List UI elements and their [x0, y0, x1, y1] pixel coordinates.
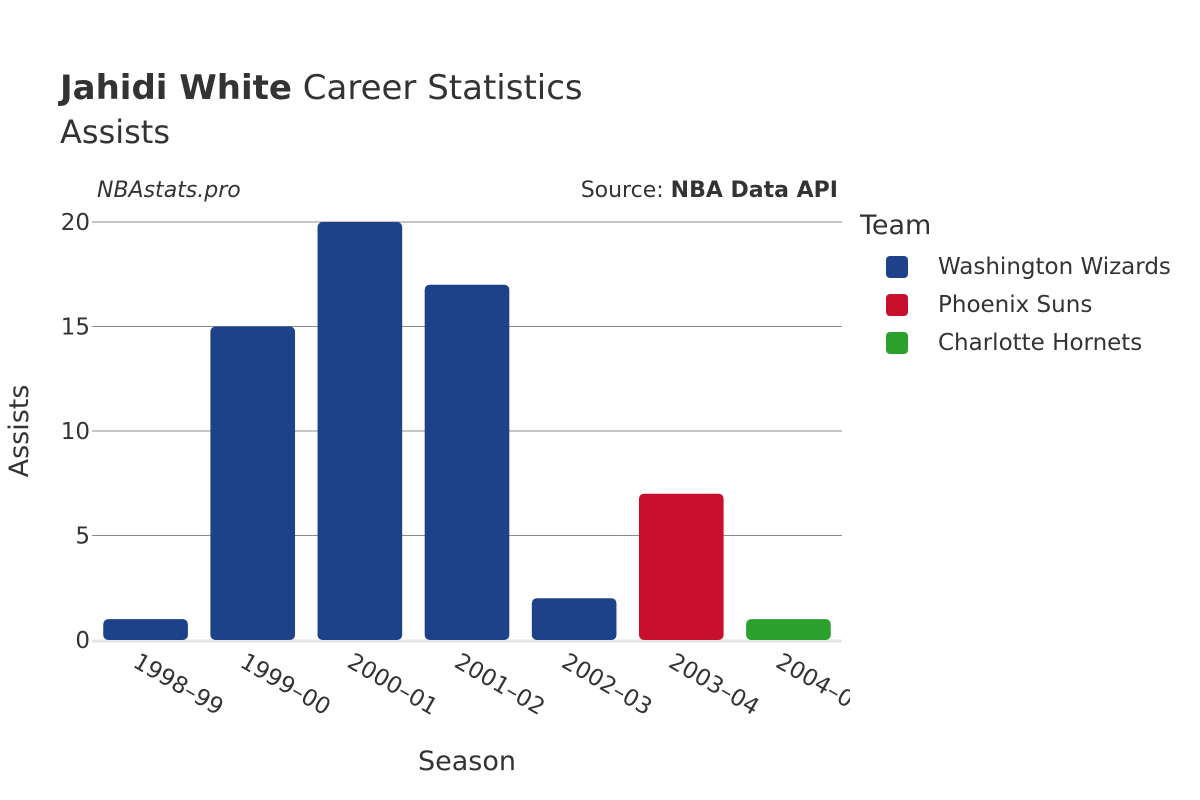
bar [424, 284, 510, 640]
legend-swatch [886, 332, 908, 354]
watermark: NBAstats.pro [97, 178, 241, 203]
legend-item-charlotte-hornets[interactable]: Charlotte Hornets [860, 324, 1171, 362]
y-tick-label: 20 [61, 210, 90, 236]
legend: Team Washington Wizards Phoenix Suns Cha… [860, 208, 1171, 362]
x-tick-label: 1998–99 [129, 649, 228, 721]
x-tick-label: 2004–05 [771, 649, 850, 721]
legend-title: Team [860, 210, 932, 241]
bar [210, 326, 296, 640]
chart-subtitle: Assists [60, 113, 171, 151]
x-axis-title: Season [418, 746, 516, 777]
legend-label: Washington Wizards [938, 254, 1171, 280]
x-tick-label: 2002–03 [557, 649, 656, 721]
x-tick-label: 2003–04 [664, 649, 763, 721]
x-tick-label: 1999–00 [236, 649, 335, 721]
bar-chart: 0 5 10 15 20 1998–99 1999–00 2000–01 2001–02 2002… [4, 210, 850, 777]
bar [531, 598, 617, 640]
chart-title: Jahidi White Career Statistics [60, 68, 583, 108]
source-credit: Source: NBA Data API [581, 178, 838, 203]
legend-swatch [886, 256, 908, 278]
legend-swatch [886, 294, 908, 316]
title-suffix: Career Statistics [291, 68, 583, 108]
y-tick-label: 5 [75, 524, 90, 550]
legend-label: Phoenix Suns [938, 292, 1093, 318]
y-tick-label: 15 [61, 315, 90, 341]
y-axis-title: Assists [4, 385, 35, 478]
bar [317, 222, 403, 640]
legend-item-washington-wizards[interactable]: Washington Wizards [860, 248, 1171, 286]
bar [103, 619, 188, 640]
x-tick-label: 2000–01 [343, 649, 442, 721]
source-name: NBA Data API [670, 178, 838, 203]
legend-label: Charlotte Hornets [938, 330, 1143, 356]
bar [638, 493, 724, 640]
source-prefix: Source: [580, 178, 671, 203]
x-tick-label: 2001–02 [450, 649, 549, 721]
player-name: Jahidi White [60, 68, 292, 108]
y-tick-label: 0 [75, 628, 90, 654]
bar [746, 619, 831, 640]
legend-item-phoenix-suns[interactable]: Phoenix Suns [860, 286, 1171, 324]
y-tick-label: 10 [61, 419, 90, 445]
